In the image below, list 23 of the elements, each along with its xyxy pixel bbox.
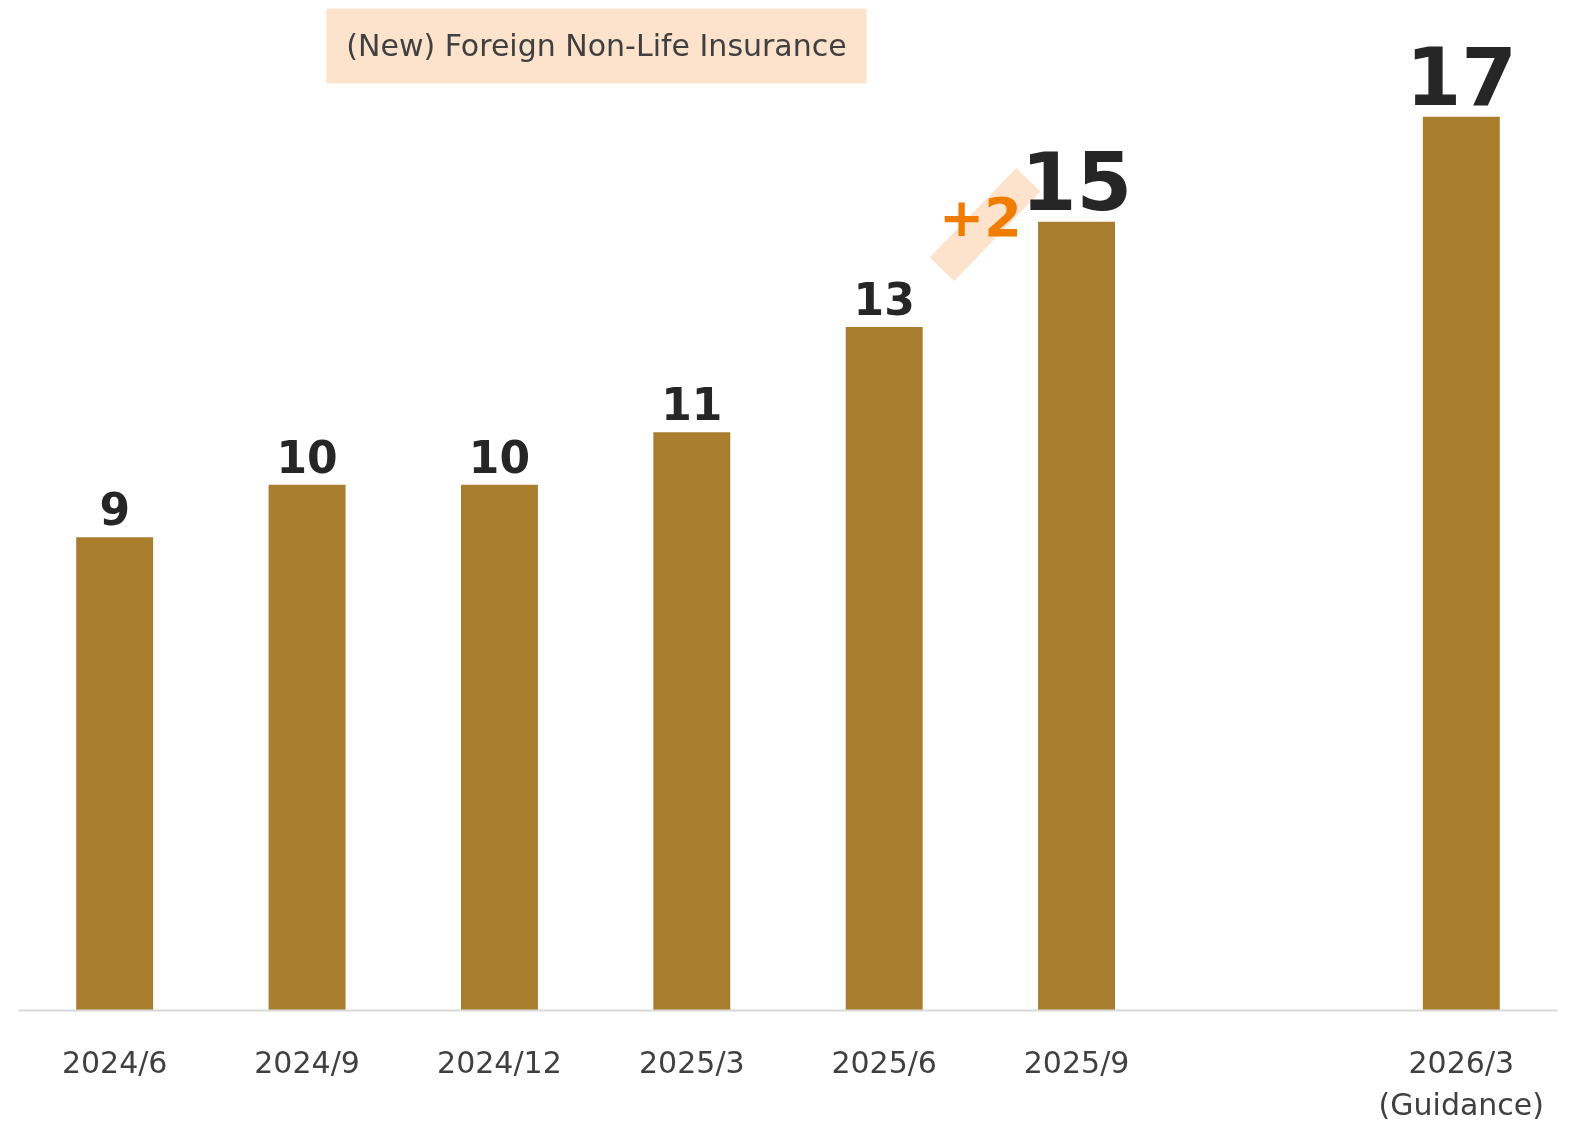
bar [1038, 221, 1116, 1011]
x-tick-label: 2024/9 [254, 1044, 360, 1080]
annotation: +2 [938, 186, 1022, 250]
x-tick-label: 2025/3 [639, 1044, 745, 1080]
data-label: 13 [853, 273, 915, 325]
data-label: 15 [1020, 135, 1133, 229]
x-tick-label: 2024/12 [437, 1044, 562, 1080]
x-tick-label: 2025/6 [831, 1044, 937, 1080]
bar [845, 327, 923, 1011]
bar [268, 484, 346, 1011]
bar [1422, 116, 1500, 1011]
data-label: 10 [468, 431, 531, 483]
bar [460, 484, 538, 1011]
x-tick-label: 2024/6 [61, 1044, 168, 1080]
data-label: 9 [99, 484, 130, 536]
data-label: 17 [1405, 30, 1517, 124]
text: (New) Foreign Non-Life Insurance [346, 28, 847, 64]
bar [653, 432, 731, 1011]
bar [76, 537, 154, 1011]
x-tick-label: 2025/9 [1023, 1044, 1130, 1080]
x-tick-label: 2026/3 (Guidance) [1378, 1044, 1545, 1122]
data-label: 11 [661, 379, 723, 431]
data-label: 10 [276, 431, 338, 483]
